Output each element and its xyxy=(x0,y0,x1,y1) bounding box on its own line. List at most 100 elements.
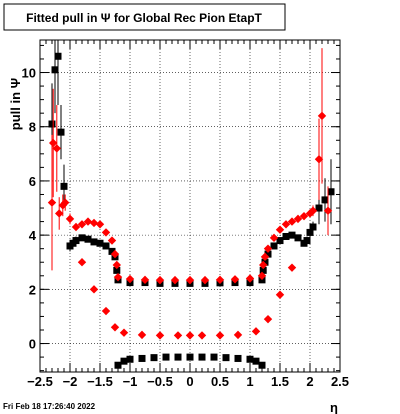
series-1 xyxy=(47,48,333,340)
data-point xyxy=(107,236,117,245)
x-tick-label: 1 xyxy=(246,374,253,389)
data-point xyxy=(49,138,58,148)
data-point xyxy=(200,275,210,285)
data-point xyxy=(119,328,129,337)
x-tick-label: −1 xyxy=(123,374,138,389)
data-point xyxy=(113,266,121,274)
data-point xyxy=(137,330,147,340)
data-point xyxy=(112,260,121,270)
x-tick-label: −2 xyxy=(63,374,78,389)
data-point xyxy=(51,66,59,74)
data-point xyxy=(60,182,68,190)
data-point xyxy=(185,331,195,340)
data-point xyxy=(246,355,254,363)
data-point xyxy=(150,354,158,362)
x-tick-label: 1.5 xyxy=(271,374,289,389)
data-point xyxy=(315,204,323,212)
data-point xyxy=(263,314,273,324)
data-point xyxy=(155,331,165,340)
x-tick-label: 0.5 xyxy=(211,374,229,389)
axes: −2.5 −2 −1.5 −1 −0.5 0 0.5 1 1.5 2 2.5 0 2 4 6 8 10 xyxy=(22,40,349,389)
data-point xyxy=(198,353,206,361)
data-point xyxy=(233,330,243,340)
y-tick-label: 10 xyxy=(22,66,36,81)
data-point xyxy=(186,353,194,361)
y-tick-label: 8 xyxy=(29,120,36,135)
data-point xyxy=(72,237,80,245)
data-point xyxy=(90,238,98,246)
x-tick-label: 0 xyxy=(186,374,193,389)
data-point xyxy=(264,250,272,258)
data-point xyxy=(230,275,240,284)
grid-lines xyxy=(40,40,340,372)
data-point xyxy=(276,237,284,245)
data-point xyxy=(108,247,116,255)
x-tick-label: 2.5 xyxy=(331,374,349,389)
x-tick-label: −1.5 xyxy=(87,374,113,389)
data-point xyxy=(260,252,270,262)
x-tick-label: −2.5 xyxy=(27,374,53,389)
data-point xyxy=(65,214,75,224)
y-tick-label: 0 xyxy=(29,337,36,352)
data-point xyxy=(234,354,242,362)
data-point xyxy=(309,223,317,231)
data-point xyxy=(71,222,81,232)
title-box xyxy=(3,3,286,31)
data-point xyxy=(102,242,110,250)
data-point xyxy=(303,237,311,245)
data-point xyxy=(288,231,296,239)
data-point xyxy=(110,323,120,332)
data-point xyxy=(101,306,111,316)
data-point xyxy=(114,361,122,369)
data-point xyxy=(306,228,314,236)
x-tick-label: −0.5 xyxy=(147,374,173,389)
data-point xyxy=(89,285,99,294)
data-point xyxy=(263,244,273,253)
data-point xyxy=(305,209,315,218)
data-point xyxy=(294,234,302,242)
data-point xyxy=(245,274,255,283)
chart-title: Fitted pull in Ψ for Global Rec Pion Eta… xyxy=(26,11,262,25)
data-point xyxy=(259,266,267,274)
data-point xyxy=(170,275,180,285)
data-point xyxy=(52,144,61,153)
data-point xyxy=(173,331,183,340)
series-0 xyxy=(48,40,335,369)
data-point xyxy=(89,218,99,228)
data-point xyxy=(282,232,290,240)
data-point xyxy=(96,239,104,247)
data-point xyxy=(162,353,170,361)
data-point xyxy=(308,206,318,215)
data-point xyxy=(58,201,67,210)
data-point xyxy=(140,275,150,285)
data-point xyxy=(210,353,218,361)
data-point xyxy=(293,214,303,224)
data-point xyxy=(258,361,266,369)
data-point xyxy=(57,128,65,136)
data-point xyxy=(48,120,56,128)
date-stamp: Fri Feb 18 17:26:40 2022 xyxy=(3,402,96,411)
data-point xyxy=(77,220,87,229)
y-tick-label: 2 xyxy=(29,282,36,297)
data-point xyxy=(126,355,134,363)
data-point xyxy=(83,217,93,226)
x-tick-label: 2 xyxy=(306,374,313,389)
data-point xyxy=(120,357,128,365)
data-point xyxy=(299,211,309,221)
data-point xyxy=(261,258,269,266)
data-point xyxy=(251,327,261,336)
y-axis-title: pull in Ψ xyxy=(8,78,23,130)
data-point xyxy=(287,263,297,272)
y-tick-label: 4 xyxy=(29,228,37,243)
data-point xyxy=(61,198,70,207)
data-point xyxy=(257,271,267,280)
data-point xyxy=(317,111,327,121)
data-point xyxy=(54,52,62,60)
data-point xyxy=(84,235,92,243)
data-series xyxy=(47,40,335,369)
data-point xyxy=(55,209,64,218)
data-point xyxy=(222,354,230,362)
data-point xyxy=(270,242,278,250)
